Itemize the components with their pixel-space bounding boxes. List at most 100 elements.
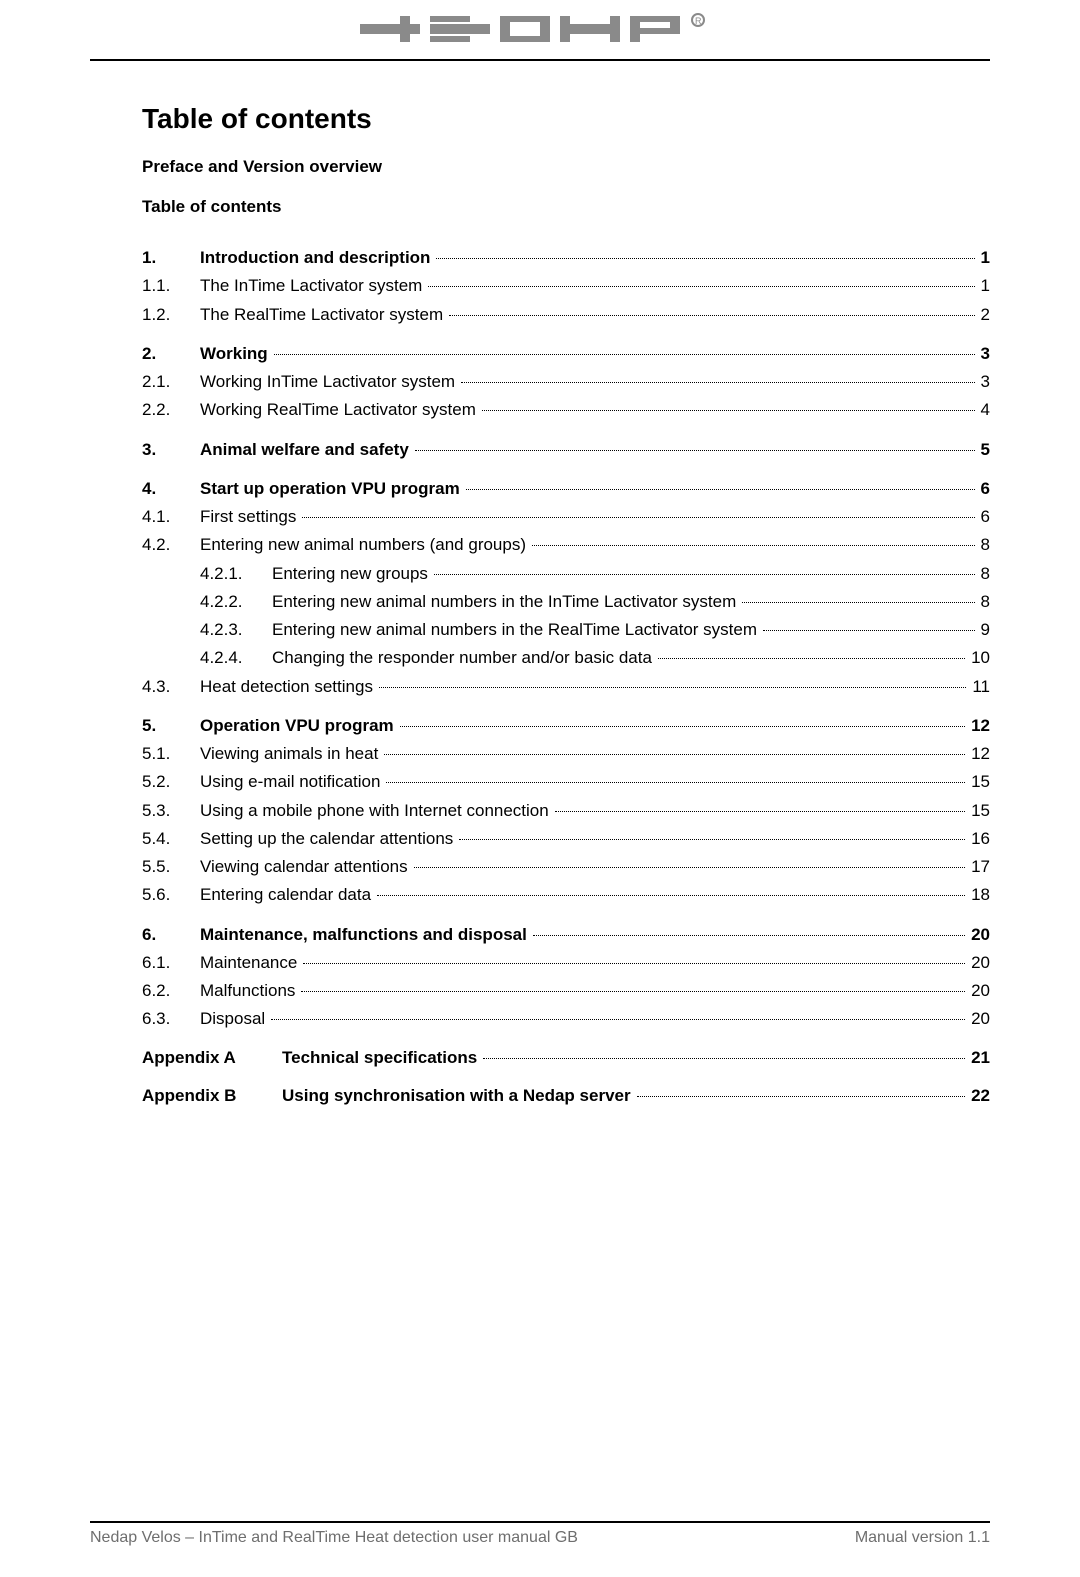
appendix-entry[interactable]: Appendix ATechnical specifications 21 xyxy=(142,1048,990,1068)
toc-leader xyxy=(658,658,965,659)
appendix-page: 21 xyxy=(967,1048,990,1068)
toc-leader xyxy=(301,991,965,992)
toc-number: 4.2.2. xyxy=(200,591,272,612)
toc-number: 6.2. xyxy=(142,980,200,1001)
toc-entry[interactable]: 5.Operation VPU program12 xyxy=(142,715,990,736)
toc-text: Entering new animal numbers (and groups) xyxy=(200,534,530,555)
toc-entry[interactable]: 6.2.Malfunctions20 xyxy=(142,980,990,1001)
toc-leader xyxy=(449,315,974,316)
toc-number: 1. xyxy=(142,247,200,268)
toc-leader xyxy=(483,1058,965,1059)
toc-page: 16 xyxy=(967,828,990,849)
toc-entry[interactable]: 4.2.4.Changing the responder number and/… xyxy=(200,647,990,668)
toc-number: 4.2.4. xyxy=(200,647,272,668)
toc-entry[interactable]: 3.Animal welfare and safety5 xyxy=(142,439,990,460)
document-page: R Table of contents Preface and Version … xyxy=(0,0,1080,1577)
toc-entry[interactable]: 4.2.Entering new animal numbers (and gro… xyxy=(142,534,990,555)
toc-text: Working RealTime Lactivator system xyxy=(200,399,480,420)
toc-entry[interactable]: 4.2.2.Entering new animal numbers in the… xyxy=(200,591,990,612)
toc-leader xyxy=(377,895,965,896)
toc-entry[interactable]: 1.1.The InTime Lactivator system1 xyxy=(142,275,990,296)
toc-number: 4.1. xyxy=(142,506,200,527)
toc-leader xyxy=(379,687,966,688)
preface-heading: Preface and Version overview xyxy=(142,157,990,177)
toc-subentry-wrap: 4.2.2.Entering new animal numbers in the… xyxy=(142,591,990,612)
toc-number: 4.3. xyxy=(142,676,200,697)
toc-entry[interactable]: 6.Maintenance, malfunctions and disposal… xyxy=(142,924,990,945)
toc-number: 5.3. xyxy=(142,800,200,821)
toc-page: 10 xyxy=(967,647,990,668)
toc-page: 15 xyxy=(967,771,990,792)
toc-text: Animal welfare and safety xyxy=(200,439,413,460)
toc-page: 12 xyxy=(967,743,990,764)
toc-number: 4.2. xyxy=(142,534,200,555)
toc-text: Entering new animal numbers in the InTim… xyxy=(272,591,740,612)
toc-text: Changing the responder number and/or bas… xyxy=(272,647,656,668)
toc-subentry-wrap: 4.2.4.Changing the responder number and/… xyxy=(142,647,990,668)
toc-number: 2.2. xyxy=(142,399,200,420)
table-of-contents: 1.Introduction and description11.1.The I… xyxy=(142,247,990,1030)
toc-page: 1 xyxy=(977,247,990,268)
toc-entry[interactable]: 5.3.Using a mobile phone with Internet c… xyxy=(142,800,990,821)
toc-entry[interactable]: 1.Introduction and description 1 xyxy=(142,247,990,268)
toc-leader xyxy=(428,286,974,287)
toc-text: Disposal xyxy=(200,1008,269,1029)
toc-page: 4 xyxy=(977,399,990,420)
toc-entry[interactable]: 4.2.3.Entering new animal numbers in the… xyxy=(200,619,990,640)
toc-page: 3 xyxy=(977,343,990,364)
toc-leader xyxy=(386,782,965,783)
appendix-text: Using synchronisation with a Nedap serve… xyxy=(282,1086,635,1106)
toc-entry[interactable]: 2.2.Working RealTime Lactivator system 4 xyxy=(142,399,990,420)
toc-entry[interactable]: 5.4.Setting up the calendar attentions16 xyxy=(142,828,990,849)
toc-text: Entering new animal numbers in the RealT… xyxy=(272,619,761,640)
toc-entry[interactable]: 1.2.The RealTime Lactivator system2 xyxy=(142,304,990,325)
toc-text: Working xyxy=(200,343,272,364)
toc-entry[interactable]: 4.1.First settings6 xyxy=(142,506,990,527)
toc-number: 5.2. xyxy=(142,771,200,792)
toc-entry[interactable]: 4.2.1.Entering new groups8 xyxy=(200,563,990,584)
toc-page: 8 xyxy=(977,563,990,584)
toc-leader xyxy=(415,450,975,451)
toc-entry[interactable]: 2.1.Working InTime Lactivator system3 xyxy=(142,371,990,392)
footer-left-text: Nedap Velos – InTime and RealTime Heat d… xyxy=(90,1529,578,1547)
toc-entry[interactable]: 4.3.Heat detection settings11 xyxy=(142,676,990,697)
appendix-page: 22 xyxy=(967,1086,990,1106)
toc-page: 20 xyxy=(967,952,990,973)
toc-leader xyxy=(637,1096,965,1097)
footer-right-text: Manual version 1.1 xyxy=(855,1529,990,1547)
toc-entry[interactable]: 6.1.Maintenance20 xyxy=(142,952,990,973)
toc-page: 1 xyxy=(977,275,990,296)
toc-page: 2 xyxy=(977,304,990,325)
toc-text: Introduction and description xyxy=(200,247,434,268)
toc-number: 1.2. xyxy=(142,304,200,325)
toc-text: Maintenance, malfunctions and disposal xyxy=(200,924,531,945)
appendix-label: Appendix A xyxy=(142,1048,282,1068)
appendix-entry[interactable]: Appendix BUsing synchronisation with a N… xyxy=(142,1086,990,1106)
toc-leader xyxy=(436,258,974,259)
nedap-logo-icon: R xyxy=(360,10,720,46)
toc-entry[interactable]: 2.Working3 xyxy=(142,343,990,364)
toc-number: 1.1. xyxy=(142,275,200,296)
toc-heading: Table of contents xyxy=(142,197,990,217)
toc-leader xyxy=(763,630,975,631)
toc-entry[interactable]: 4.Start up operation VPU program6 xyxy=(142,478,990,499)
toc-entry[interactable]: 5.6.Entering calendar data18 xyxy=(142,884,990,905)
toc-entry[interactable]: 6.3.Disposal20 xyxy=(142,1008,990,1029)
toc-text: Start up operation VPU program xyxy=(200,478,464,499)
toc-entry[interactable]: 5.5.Viewing calendar attentions17 xyxy=(142,856,990,877)
toc-leader xyxy=(555,811,965,812)
toc-leader xyxy=(303,963,965,964)
toc-page: 3 xyxy=(977,371,990,392)
toc-text: Malfunctions xyxy=(200,980,299,1001)
toc-page: 20 xyxy=(967,924,990,945)
toc-page: 11 xyxy=(968,676,990,697)
header-rule xyxy=(90,59,990,61)
toc-number: 6.3. xyxy=(142,1008,200,1029)
page-footer: Nedap Velos – InTime and RealTime Heat d… xyxy=(90,1521,990,1547)
toc-entry[interactable]: 5.1.Viewing animals in heat12 xyxy=(142,743,990,764)
appendix-text: Technical specifications xyxy=(282,1048,481,1068)
toc-entry[interactable]: 5.2.Using e-mail notification15 xyxy=(142,771,990,792)
toc-page: 6 xyxy=(977,506,990,527)
toc-number: 6.1. xyxy=(142,952,200,973)
toc-number: 6. xyxy=(142,924,200,945)
